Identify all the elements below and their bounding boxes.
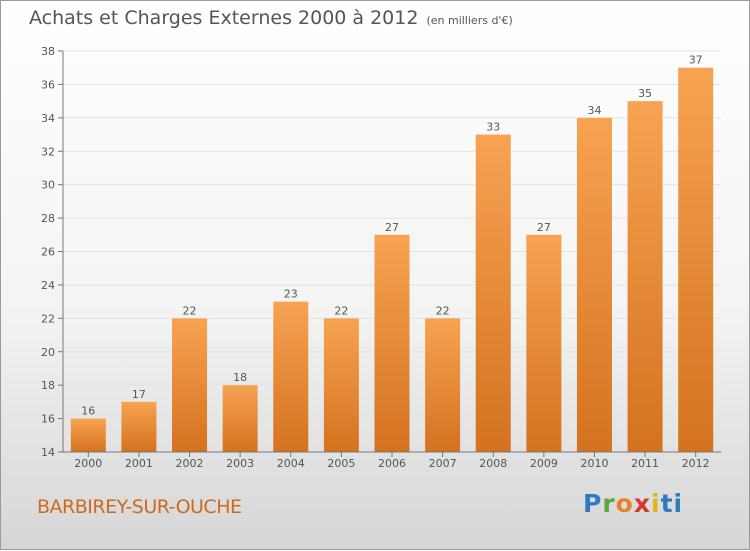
x-tick-label: 2006 [378, 457, 406, 470]
y-tick-label: 32 [41, 145, 55, 158]
y-tick-label: 20 [41, 346, 55, 359]
x-tick-label: 2002 [176, 457, 204, 470]
bar [475, 134, 511, 452]
x-tick-label: 2012 [682, 457, 710, 470]
y-tick-label: 18 [41, 379, 55, 392]
x-tick-labels: 2000 2001 2002 2003 2004 2005 2006 2007 2008 2009… [74, 457, 709, 470]
logo-letter: x [633, 489, 651, 518]
data-label: 23 [284, 288, 298, 301]
x-tick-label: 2009 [530, 457, 558, 470]
data-label: 35 [638, 87, 652, 100]
data-label: 22 [436, 304, 450, 317]
data-label: 27 [385, 221, 399, 234]
data-label: 27 [537, 221, 551, 234]
axes [58, 50, 721, 457]
logo-letter: o [615, 489, 634, 518]
bar [172, 318, 208, 452]
bar [576, 117, 612, 452]
y-tick-label: 30 [41, 179, 55, 192]
bar [678, 67, 714, 452]
y-tick-labels: 14 16 18 20 22 24 26 28 30 32 34 36 38 [41, 45, 55, 459]
y-tick-label: 24 [41, 279, 55, 292]
logo-letter: r [602, 489, 616, 518]
data-label: 33 [486, 121, 500, 134]
data-label: 37 [689, 54, 703, 67]
bar [323, 318, 359, 452]
proxiti-logo: Proxiti [583, 489, 683, 518]
y-tick-label: 28 [41, 212, 55, 225]
bar [627, 101, 663, 452]
logo-letter: P [583, 489, 603, 518]
bar [374, 234, 410, 452]
chart-subtitle: (en milliers d'€) [426, 14, 513, 27]
bar [222, 385, 258, 452]
x-tick-label: 2005 [327, 457, 355, 470]
y-tick-label: 38 [41, 45, 55, 58]
x-tick-label: 2011 [631, 457, 659, 470]
data-label: 34 [587, 104, 601, 117]
bar [425, 318, 461, 452]
data-label: 18 [233, 371, 247, 384]
data-label: 22 [334, 304, 348, 317]
bar [526, 234, 562, 452]
y-tick-label: 34 [41, 112, 55, 125]
y-tick-label: 14 [41, 446, 55, 459]
y-tick-label: 22 [41, 312, 55, 325]
x-tick-label: 2007 [429, 457, 457, 470]
y-tick-label: 26 [41, 246, 55, 259]
x-tick-label: 2003 [226, 457, 254, 470]
place-name: BARBIREY-SUR-OUCHE [37, 496, 242, 518]
bar [70, 418, 106, 452]
y-tick-label: 36 [41, 78, 55, 91]
logo-letter: i [651, 489, 661, 518]
x-tick-label: 2001 [125, 457, 153, 470]
data-labels: 16 17 22 18 23 22 27 22 33 27 34 35 37 [81, 54, 702, 418]
data-label: 22 [183, 304, 197, 317]
bar [273, 301, 309, 452]
x-tick-label: 2004 [277, 457, 305, 470]
x-tick-label: 2000 [74, 457, 102, 470]
x-tick-label: 2008 [479, 457, 507, 470]
data-label: 17 [132, 388, 146, 401]
data-label: 16 [81, 405, 95, 418]
bar [121, 401, 157, 452]
logo-letter: t [660, 489, 674, 518]
x-tick-label: 2010 [580, 457, 608, 470]
chart-title: Achats et Charges Externes 2000 à 2012 (e… [29, 7, 513, 29]
chart-title-text: Achats et Charges Externes 2000 à 2012 [29, 7, 419, 29]
y-tick-label: 16 [41, 413, 55, 426]
bars [70, 67, 714, 452]
logo-letter: i [673, 489, 684, 518]
